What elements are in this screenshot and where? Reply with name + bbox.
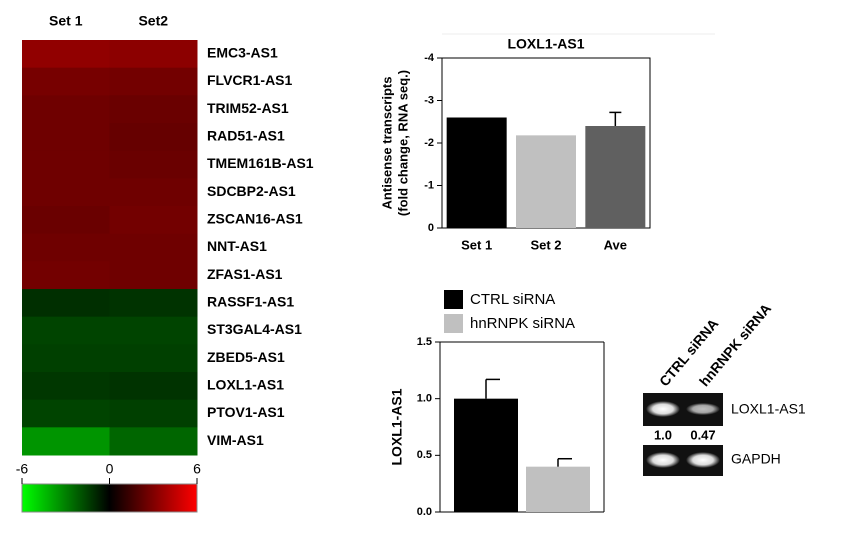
heatmap-cell — [22, 289, 110, 318]
colorbar-label: 0 — [106, 461, 114, 477]
bar — [585, 126, 646, 228]
x-tick-label: Set 1 — [461, 237, 492, 252]
heatmap-cell — [22, 316, 110, 345]
gel-band-gapdh — [686, 452, 720, 468]
band-label: GAPDH — [731, 451, 781, 467]
heatmap-cell — [22, 40, 110, 69]
heatmap-cell — [109, 150, 198, 179]
y-tick-label: 1.5 — [417, 336, 432, 348]
row-label: ZSCAN16-AS1 — [207, 211, 303, 227]
heatmap-cell — [22, 399, 110, 428]
heatmap-cell — [22, 233, 110, 262]
heatmap-cell — [22, 427, 110, 456]
heatmap-cell — [109, 316, 198, 345]
heatmap-cell — [109, 344, 198, 373]
heatmap-cell — [22, 372, 110, 401]
column-label: Set 1 — [49, 13, 83, 29]
row-label: EMC3-AS1 — [207, 45, 278, 61]
y-tick-label: -2 — [424, 137, 434, 149]
heatmap-cell — [22, 178, 110, 207]
heatmap-cell — [109, 372, 198, 401]
row-label: ST3GAL4-AS1 — [207, 321, 302, 337]
y-axis-label: (fold change, RNA seq.) — [395, 70, 410, 216]
column-label: Set2 — [138, 13, 168, 29]
y-tick-label: -1 — [424, 179, 434, 191]
y-tick-label: 0 — [428, 222, 434, 234]
heatmap-cell — [109, 123, 198, 152]
heatmap-cell — [109, 95, 198, 124]
row-label: RAD51-AS1 — [207, 128, 285, 144]
band-label: LOXL1-AS1 — [731, 401, 806, 417]
heatmap-cell — [22, 95, 110, 124]
legend-swatch — [444, 290, 463, 309]
heatmap-cell — [109, 67, 198, 96]
gel-band — [686, 402, 720, 416]
row-label: TMEM161B-AS1 — [207, 155, 314, 171]
quantification-label: 0.47 — [690, 427, 715, 442]
heatmap-cell — [109, 399, 198, 428]
y-tick-label: 1.0 — [417, 393, 432, 405]
row-label: TRIM52-AS1 — [207, 100, 289, 116]
bar — [526, 466, 590, 512]
y-axis-label: LOXL1-AS1 — [389, 388, 405, 465]
x-tick-label: Ave — [604, 237, 627, 252]
lane-label: hnRNPK siRNA — [696, 300, 774, 389]
chart-title: LOXL1-AS1 — [507, 36, 584, 52]
heatmap-cell — [109, 178, 198, 207]
bar — [446, 117, 507, 228]
row-label: SDCBP2-AS1 — [207, 183, 296, 199]
heatmap-cell — [22, 344, 110, 373]
colorbar-label: 6 — [193, 461, 201, 477]
gel-band — [646, 401, 680, 417]
quantification-label: 1.0 — [654, 427, 672, 442]
heatmap-cell — [22, 206, 110, 235]
heatmap-cell — [109, 206, 198, 235]
legend-label: CTRL siRNA — [470, 291, 555, 308]
y-tick-label: 0.0 — [417, 506, 432, 518]
legend-swatch — [444, 314, 463, 333]
row-label: RASSF1-AS1 — [207, 294, 294, 310]
colorbar — [21, 483, 198, 513]
row-label: VIM-AS1 — [207, 432, 264, 448]
y-axis-label: Antisense transcripts — [379, 77, 394, 210]
heatmap-cell — [22, 67, 110, 96]
y-tick-label: -3 — [424, 94, 434, 106]
heatmap-cell — [109, 289, 198, 318]
heatmap-cell — [22, 150, 110, 179]
bar — [454, 398, 518, 512]
y-tick-label: -4 — [424, 52, 435, 64]
heatmap-cell — [109, 233, 198, 262]
x-tick-label: Set 2 — [530, 237, 561, 252]
row-label: PTOV1-AS1 — [207, 404, 285, 420]
colorbar-label: -6 — [16, 461, 29, 477]
heatmap-cell — [22, 123, 110, 152]
y-tick-label: 0.5 — [417, 449, 432, 461]
gel-band-gapdh — [646, 452, 680, 468]
heatmap-cell — [109, 427, 198, 456]
heatmap-cell — [109, 261, 198, 290]
heatmap-cell — [109, 40, 198, 69]
bar — [516, 135, 576, 228]
row-label: NNT-AS1 — [207, 238, 267, 254]
row-label: LOXL1-AS1 — [207, 377, 284, 393]
row-label: ZBED5-AS1 — [207, 349, 285, 365]
row-label: FLVCR1-AS1 — [207, 72, 293, 88]
row-label: ZFAS1-AS1 — [207, 266, 283, 282]
heatmap-cell — [22, 261, 110, 290]
legend-label: hnRNPK siRNA — [470, 315, 575, 332]
